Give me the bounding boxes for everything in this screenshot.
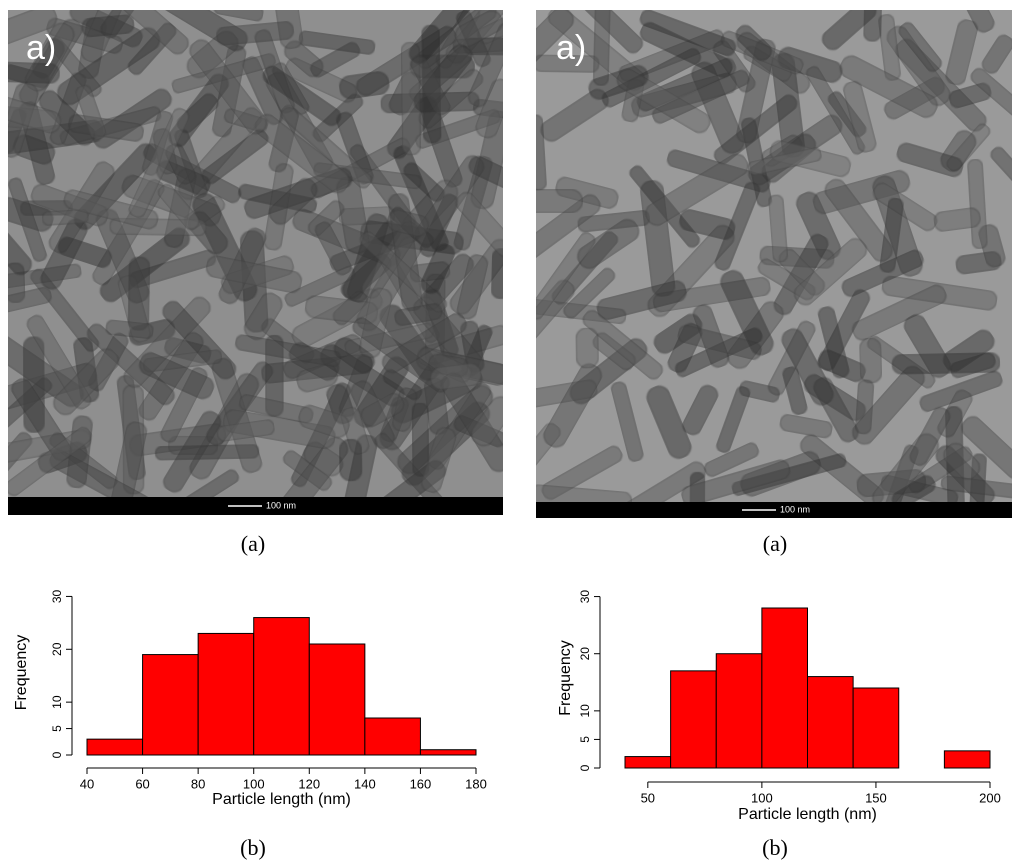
x-tick-label: 150 bbox=[865, 790, 887, 805]
rod bbox=[503, 189, 583, 212]
y-tick-label: 5 bbox=[578, 736, 592, 743]
x-tick-label: 140 bbox=[354, 776, 376, 791]
rod bbox=[863, 0, 882, 42]
image-caption: (a) bbox=[763, 531, 787, 556]
x-tick-label: 60 bbox=[135, 776, 149, 791]
y-axis-label: Frequency bbox=[557, 640, 574, 716]
bar bbox=[671, 671, 717, 768]
rod bbox=[576, 328, 599, 369]
bar bbox=[625, 757, 671, 768]
bar bbox=[309, 644, 365, 755]
x-tick-label: 160 bbox=[410, 776, 432, 791]
x-tick-label: 100 bbox=[751, 790, 773, 805]
rod bbox=[128, 257, 150, 331]
chart-caption: (b) bbox=[240, 835, 266, 860]
y-tick-label: 20 bbox=[578, 647, 592, 661]
y-axis-label: Frequency bbox=[13, 635, 30, 711]
y-tick-label: 30 bbox=[50, 589, 64, 603]
figure: 100 nm a) (a) 100 nm a) (a) 0 5 10 20 30 40 60… bbox=[0, 0, 1012, 861]
rod bbox=[593, 0, 611, 86]
y-tick-label: 30 bbox=[578, 590, 592, 604]
y-tick-label: 0 bbox=[50, 751, 64, 758]
bar bbox=[198, 633, 254, 755]
y-tick-label: 20 bbox=[50, 642, 64, 656]
bar bbox=[420, 750, 476, 755]
bar bbox=[808, 677, 854, 768]
bar bbox=[762, 608, 808, 768]
y-tick-label: 10 bbox=[578, 704, 592, 718]
x-tick-label: 200 bbox=[979, 790, 1001, 805]
scale-label: 100 nm bbox=[266, 500, 296, 510]
x-tick-label: 80 bbox=[191, 776, 205, 791]
bar bbox=[254, 618, 310, 755]
x-tick-label: 50 bbox=[641, 790, 655, 805]
rod bbox=[855, 379, 874, 434]
rod bbox=[339, 439, 362, 481]
bar bbox=[716, 654, 762, 768]
x-axis-label: Particle length (nm) bbox=[212, 791, 351, 808]
bar bbox=[853, 688, 899, 768]
x-axis-label: Particle length (nm) bbox=[738, 806, 877, 823]
x-tick-label: 180 bbox=[465, 776, 487, 791]
x-tick-label: 100 bbox=[243, 776, 265, 791]
x-tick-label: 40 bbox=[80, 776, 94, 791]
y-tick-label: 0 bbox=[578, 764, 592, 771]
bar bbox=[944, 751, 990, 768]
y-tick-label: 10 bbox=[50, 695, 64, 709]
image-label: a) bbox=[556, 29, 586, 67]
bar bbox=[365, 718, 421, 755]
scale-label: 100 nm bbox=[780, 504, 810, 514]
rod bbox=[859, 338, 882, 383]
image-label: a) bbox=[26, 29, 56, 67]
chart-caption: (b) bbox=[762, 835, 788, 860]
y-tick-label: 5 bbox=[50, 725, 64, 732]
bar bbox=[87, 739, 143, 755]
rod bbox=[491, 248, 511, 299]
image-caption: (a) bbox=[241, 531, 265, 556]
bar bbox=[143, 655, 199, 755]
x-tick-label: 120 bbox=[298, 776, 320, 791]
